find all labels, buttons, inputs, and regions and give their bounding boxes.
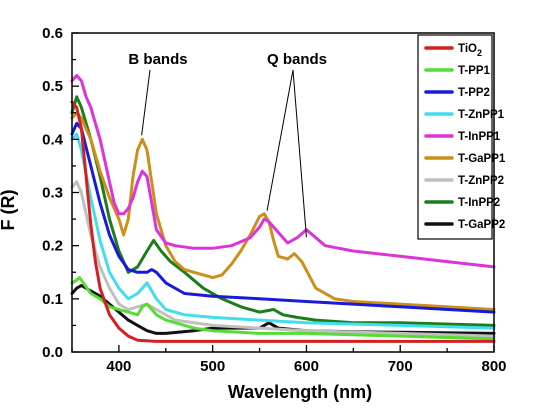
annotation-q-bands-pointer-1 <box>266 69 294 211</box>
series-line-tio2 <box>70 100 496 343</box>
legend-label: T-InPP2 <box>458 197 500 209</box>
x-tick-label: 400 <box>106 358 131 375</box>
series-layer <box>70 74 496 343</box>
annotation-q-bands-pointer-2 <box>292 69 307 238</box>
x-tick-label: 600 <box>294 358 319 375</box>
x-tick-label: 500 <box>200 358 225 375</box>
series-line-t-inpp1 <box>70 74 496 269</box>
axes-layer: 400 500 600 700 800 0.0 0.1 0.2 0.3 0.4 0.5 0.6 <box>42 25 506 375</box>
legend-label: T-GaPP1 <box>458 153 506 165</box>
series-line-t-gapp1 <box>70 111 496 311</box>
legend-label: T-PP1 <box>458 65 491 77</box>
y-tick-label: 0.0 <box>42 344 63 361</box>
annotation-b-bands: B bands <box>128 51 187 68</box>
annotation-q-bands: Q bands <box>267 51 327 68</box>
legend-label: T-GaPP2 <box>458 219 505 231</box>
y-tick-label: 0.2 <box>42 238 63 255</box>
series-line-t-znpp2 <box>70 180 496 338</box>
series-line-t-pp2 <box>70 121 496 314</box>
y-tick-label: 0.4 <box>42 131 64 148</box>
y-tick-label: 0.1 <box>42 291 63 308</box>
legend-label: T-ZnPP2 <box>458 175 504 187</box>
series-line-t-znpp1 <box>70 132 496 330</box>
legend-label: T-ZnPP1 <box>458 109 505 121</box>
annotations-layer: B bands Q bands <box>128 51 327 238</box>
y-axis-title: F (R) <box>0 190 18 231</box>
legend-label: T-InPP1 <box>458 131 501 143</box>
x-tick-label: 700 <box>388 358 413 375</box>
series-line-t-inpp2 <box>70 95 496 327</box>
legend: TiO2 T-PP1 T-PP2 T-ZnPP1 T-InPP1 T-GaPP1 T-ZnP… <box>417 34 506 240</box>
legend-label: T-PP2 <box>458 87 490 99</box>
y-tick-label: 0.3 <box>42 185 63 202</box>
legend-label: TiO2 <box>458 43 482 58</box>
x-tick-label: 800 <box>481 358 506 375</box>
x-axis-title: Wavelength (nm) <box>228 382 372 402</box>
y-tick-label: 0.5 <box>42 78 63 95</box>
series-line-t-pp1 <box>70 276 496 341</box>
annotation-b-bands-pointer <box>141 69 151 136</box>
y-tick-label: 0.6 <box>42 25 63 42</box>
